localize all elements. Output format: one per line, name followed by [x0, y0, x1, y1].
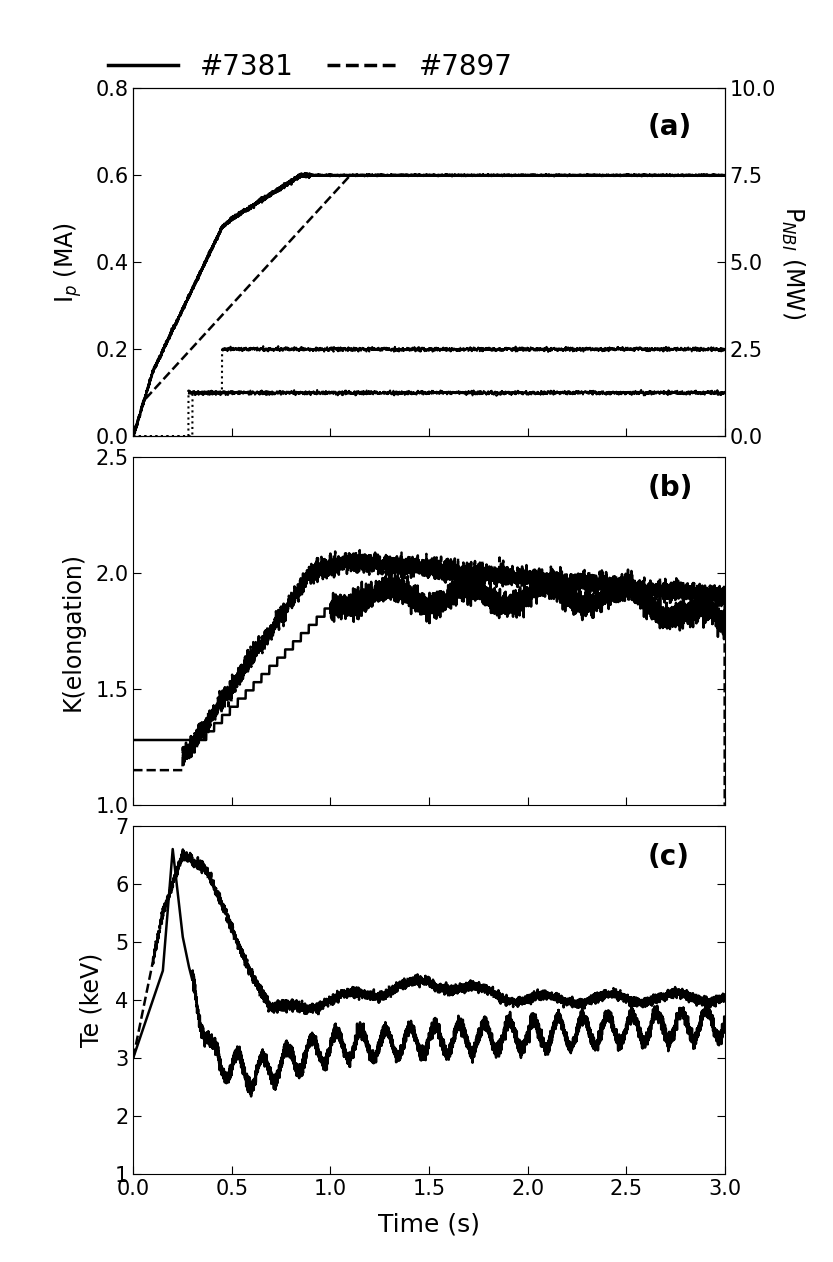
Y-axis label: I$_p$ (MA): I$_p$ (MA)	[52, 222, 84, 303]
Y-axis label: Te (keV): Te (keV)	[80, 953, 104, 1047]
Text: (a): (a)	[648, 112, 692, 140]
Text: (c): (c)	[648, 843, 690, 871]
X-axis label: Time (s): Time (s)	[378, 1213, 480, 1237]
Legend: #7381, #7897: #7381, #7897	[97, 42, 524, 92]
Text: (b): (b)	[648, 475, 693, 502]
Y-axis label: P$_{NBI}$ (MW): P$_{NBI}$ (MW)	[780, 206, 806, 319]
Y-axis label: K(elongation): K(elongation)	[60, 551, 84, 711]
